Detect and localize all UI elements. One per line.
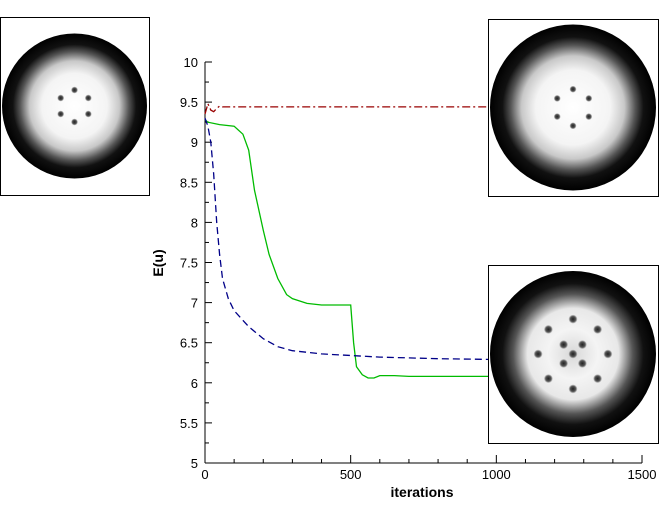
inset-spot	[577, 358, 587, 368]
x-tick-label: 500	[340, 467, 362, 482]
x-ticks: 0 500 1000 1500	[201, 455, 656, 482]
y-tick-label: 5	[191, 456, 198, 471]
inset-spot	[84, 94, 92, 102]
x-axis-label: iterations	[390, 484, 453, 500]
inset-bottom-right	[488, 265, 659, 444]
ring-with-13-spots-icon	[490, 271, 656, 437]
inset-spot	[71, 118, 78, 126]
inset-spot	[569, 122, 577, 130]
inset-spot	[553, 94, 561, 102]
y-tick-label: 5.5	[180, 416, 198, 431]
inset-spot	[84, 110, 92, 118]
inset-spot	[559, 340, 569, 350]
inset-spot	[559, 358, 569, 368]
y-tick-label: 9.5	[180, 95, 198, 110]
inset-spot	[603, 349, 613, 359]
ring-with-6-spots-icon	[2, 33, 147, 179]
inset-spot	[553, 113, 561, 121]
inset-spot	[577, 340, 587, 350]
inset-spot	[568, 314, 578, 324]
insets	[0, 17, 659, 444]
inset-spot	[593, 374, 603, 384]
inset-spot	[533, 349, 543, 359]
inset-spot	[568, 384, 578, 394]
inset-spot	[585, 113, 593, 121]
y-tick-label: 7	[191, 296, 198, 311]
y-tick-label: 9	[191, 135, 198, 150]
inset-spot	[569, 85, 577, 93]
y-tick-label: 8.5	[180, 175, 198, 190]
inset-spot	[57, 110, 65, 118]
x-tick-label: 0	[201, 467, 208, 482]
ring-with-6-spots-icon	[490, 24, 656, 191]
y-tick-label: 10	[184, 55, 198, 70]
inset-spot	[568, 349, 578, 359]
x-tick-label: 1500	[628, 467, 657, 482]
x-tick-label: 1000	[482, 467, 511, 482]
inset-spot	[585, 94, 593, 102]
y-tick-label: 6.5	[180, 336, 198, 351]
inset-spot	[543, 374, 553, 384]
y-tick-label: 7.5	[180, 256, 198, 271]
y-ticks: 5 5.5 6 6.5 7 7.5 8 8.5 9 9.5 10	[180, 55, 212, 471]
inset-spot	[57, 94, 65, 102]
ring-disk	[2, 33, 147, 179]
y-axis-label: E(u)	[150, 249, 166, 276]
series-layer	[204, 101, 497, 379]
inset-spot	[71, 86, 78, 94]
series-line-3	[204, 117, 497, 361]
series-line-2	[204, 119, 497, 379]
ring-disk	[490, 24, 656, 191]
inset-spot	[593, 324, 603, 334]
y-tick-label: 6	[191, 376, 198, 391]
inset-top-right	[488, 19, 659, 197]
y-tick-label: 8	[191, 215, 198, 230]
inset-top-left	[0, 17, 150, 196]
series-line-1	[204, 101, 497, 115]
inset-spot	[543, 324, 553, 334]
